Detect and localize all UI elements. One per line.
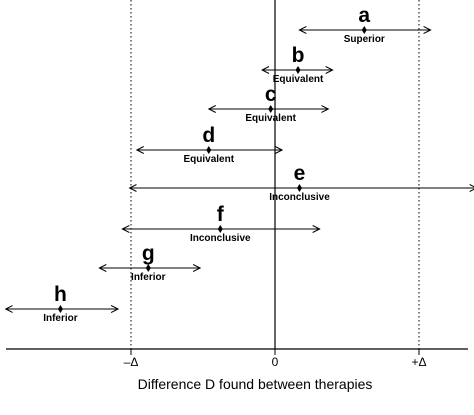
interval-b: b Equivalent bbox=[262, 44, 333, 85]
interval-f: f Inconclusive bbox=[122, 203, 319, 244]
interval-letter-a: a bbox=[358, 4, 370, 27]
interval-letter-c: c bbox=[265, 83, 277, 106]
interval-g: g Inferior bbox=[99, 242, 200, 283]
point-estimate-e bbox=[296, 184, 302, 192]
interval-letter-e: e bbox=[294, 162, 306, 185]
point-estimate-b bbox=[295, 66, 301, 74]
interval-verdict-b: Equivalent bbox=[273, 74, 324, 85]
interval-e: e Inconclusive bbox=[130, 162, 474, 203]
x-axis-title: Difference D found between therapies bbox=[138, 376, 373, 392]
interval-verdict-g: Inferior bbox=[131, 272, 166, 283]
interval-letter-g: g bbox=[142, 242, 155, 265]
interval-letter-d: d bbox=[202, 124, 215, 147]
x-axis: –Δ 0 +Δ bbox=[6, 348, 468, 369]
point-estimate-f bbox=[217, 225, 223, 233]
interval-verdict-a: Superior bbox=[344, 34, 385, 45]
point-estimate-h bbox=[57, 305, 63, 313]
x-tick-label-1: 0 bbox=[272, 355, 279, 369]
interval-verdict-c: Equivalent bbox=[245, 113, 296, 124]
interval-verdict-f: Inconclusive bbox=[190, 233, 251, 244]
interval-letter-b: b bbox=[292, 44, 305, 67]
interval-letter-h: h bbox=[54, 283, 67, 306]
reference-lines bbox=[130, 0, 420, 349]
interval-letter-f: f bbox=[217, 203, 225, 226]
interval-a: a Superior bbox=[299, 4, 430, 45]
interval-d: d Equivalent bbox=[137, 124, 282, 165]
interval-verdict-e: Inconclusive bbox=[269, 192, 330, 203]
point-estimate-a bbox=[361, 26, 367, 34]
point-estimate-g bbox=[145, 264, 151, 272]
point-estimate-c bbox=[268, 105, 274, 113]
interval-h: h Inferior bbox=[6, 283, 118, 324]
x-tick-label-2: +Δ bbox=[411, 355, 426, 369]
point-estimate-d bbox=[206, 146, 212, 154]
interval-c: c Equivalent bbox=[209, 83, 329, 124]
intervals: aSuperiorbEquivalentcEquivalentdEquivale… bbox=[6, 4, 474, 324]
x-tick-label-0: –Δ bbox=[124, 355, 139, 369]
interval-verdict-d: Equivalent bbox=[183, 154, 234, 165]
interval-verdict-h: Inferior bbox=[43, 313, 78, 324]
